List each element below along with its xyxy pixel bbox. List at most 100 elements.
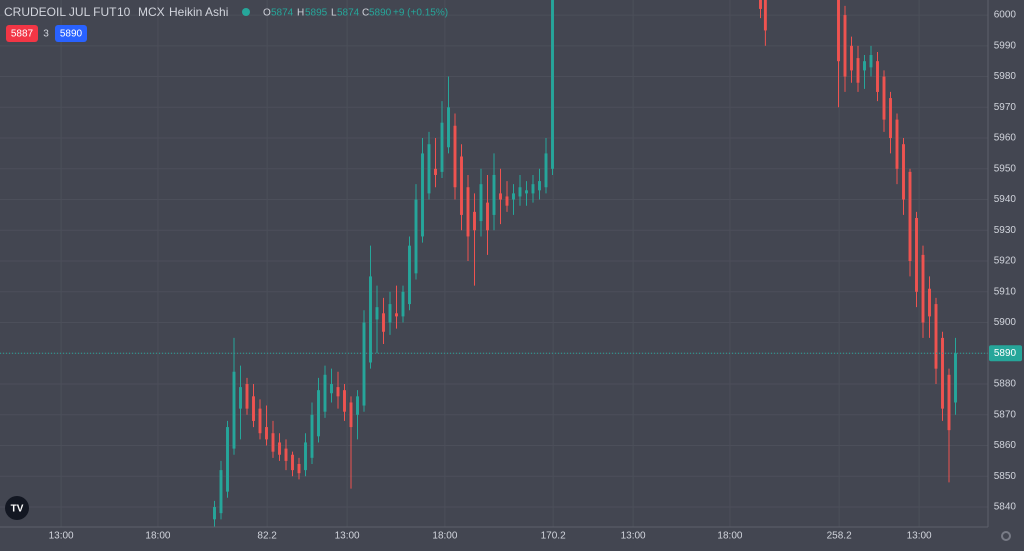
candle-body bbox=[323, 374, 327, 412]
candle-body bbox=[271, 433, 275, 452]
candle-body bbox=[538, 181, 541, 191]
y-tick-label: 5930 bbox=[994, 225, 1017, 236]
spread: 3 bbox=[43, 29, 49, 40]
candle-body bbox=[291, 454, 294, 471]
sell-price[interactable]: 5887 bbox=[11, 29, 34, 40]
candle-body bbox=[427, 144, 431, 194]
candle-body bbox=[941, 337, 944, 409]
exchange: MCX bbox=[138, 5, 165, 19]
plot bbox=[0, 0, 988, 527]
candle-body bbox=[349, 402, 353, 428]
candle-body bbox=[531, 184, 535, 194]
candle-body bbox=[518, 187, 522, 197]
candle-body bbox=[310, 414, 314, 458]
x-tick-label: 13:00 bbox=[907, 531, 932, 542]
y-tick-label: 5990 bbox=[994, 40, 1017, 51]
candle-body bbox=[317, 390, 320, 437]
candle-body bbox=[928, 288, 931, 317]
y-tick-label: 5900 bbox=[994, 317, 1017, 328]
candle-body bbox=[915, 217, 918, 292]
y-tick-label: 5910 bbox=[994, 286, 1017, 297]
candle-body bbox=[837, 0, 840, 62]
x-tick-label: 170.2 bbox=[541, 531, 566, 542]
y-tick-label: 5860 bbox=[994, 440, 1017, 451]
candle-body bbox=[375, 307, 379, 320]
status-dot bbox=[242, 8, 250, 16]
candle-body bbox=[258, 408, 262, 434]
candle-body bbox=[551, 0, 554, 169]
buy-button[interactable] bbox=[55, 25, 87, 42]
y-tick-label: 5950 bbox=[994, 163, 1017, 174]
candle-body bbox=[336, 387, 340, 397]
candle-body bbox=[869, 55, 873, 68]
logo[interactable] bbox=[5, 496, 29, 520]
candle-body bbox=[453, 125, 457, 188]
ohlc-value: 5874 bbox=[337, 8, 360, 19]
buy-price[interactable]: 5890 bbox=[60, 29, 83, 40]
candle-body bbox=[252, 396, 255, 421]
y-tick-label: 5850 bbox=[994, 471, 1017, 482]
candle-body bbox=[265, 427, 268, 440]
candle-body bbox=[408, 245, 411, 305]
candle-body bbox=[226, 427, 229, 492]
candle-body bbox=[362, 322, 366, 406]
candle-body bbox=[395, 313, 398, 317]
y-tick-label: 5920 bbox=[994, 256, 1017, 267]
candle-body bbox=[525, 190, 528, 194]
logo-text: TV bbox=[11, 504, 24, 515]
ohlc-value: 5895 bbox=[305, 8, 328, 19]
chart-style: Heikin Ashi bbox=[169, 5, 228, 19]
candle-body bbox=[499, 193, 502, 200]
candle-body bbox=[440, 122, 444, 172]
candle-body bbox=[954, 353, 957, 403]
x-tick-label: 13:00 bbox=[621, 531, 646, 542]
last-price-box bbox=[989, 345, 1022, 362]
candle-body bbox=[447, 107, 450, 148]
settings-icon[interactable] bbox=[1001, 531, 1011, 541]
candle-body bbox=[421, 153, 424, 237]
x-tick-label: 82.2 bbox=[257, 531, 277, 542]
x-tick-label: 13:00 bbox=[335, 531, 360, 542]
ohlc-label: C bbox=[362, 8, 369, 19]
candle-body bbox=[908, 171, 912, 262]
y-tick-label: 5870 bbox=[994, 409, 1017, 420]
ohlc-label: L bbox=[331, 8, 337, 19]
interval: 10 bbox=[117, 5, 131, 19]
x-tick-label: 18:00 bbox=[145, 531, 170, 542]
candle-body bbox=[466, 187, 470, 237]
candle-body bbox=[401, 291, 405, 317]
candle-body bbox=[388, 304, 392, 323]
grid bbox=[0, 0, 988, 527]
y-tick-label: 5960 bbox=[994, 133, 1017, 144]
candle-body bbox=[486, 202, 489, 231]
y-tick-label: 5970 bbox=[994, 102, 1017, 113]
axes: 5840 5850 5860 5870 5880 5890 5900 5910 5920 5930… bbox=[49, 10, 1022, 542]
y-tick-label: 6000 bbox=[994, 10, 1017, 21]
candle-body bbox=[856, 58, 860, 83]
x-tick-label: 13:00 bbox=[49, 531, 74, 542]
candle-body bbox=[479, 184, 483, 222]
candle-body bbox=[434, 168, 437, 175]
candle-body bbox=[763, 0, 767, 31]
candle-body bbox=[232, 371, 236, 449]
y-tick-label: 5940 bbox=[994, 194, 1017, 205]
candle-body bbox=[304, 442, 307, 471]
sell-button[interactable] bbox=[6, 25, 38, 42]
candle-body bbox=[850, 45, 853, 71]
symbol: CRUDEOIL JUL FUT bbox=[4, 5, 117, 19]
x-tick-label: 258.2 bbox=[827, 531, 852, 542]
last-price-label: 5890 bbox=[994, 348, 1017, 359]
candle-body bbox=[889, 98, 892, 139]
ohlc-label: O bbox=[263, 8, 271, 19]
candle-body bbox=[863, 61, 866, 71]
ohlc-value: 5874 bbox=[271, 8, 294, 19]
candle-body bbox=[544, 153, 548, 188]
ohlc-label: H bbox=[297, 8, 304, 19]
candle-body bbox=[882, 76, 886, 120]
candle-body bbox=[460, 156, 463, 215]
change: +9 (+0.15%) bbox=[393, 8, 448, 19]
y-tick-label: 5980 bbox=[994, 71, 1017, 82]
candle-body bbox=[414, 199, 418, 274]
x-tick-label: 18:00 bbox=[717, 531, 742, 542]
